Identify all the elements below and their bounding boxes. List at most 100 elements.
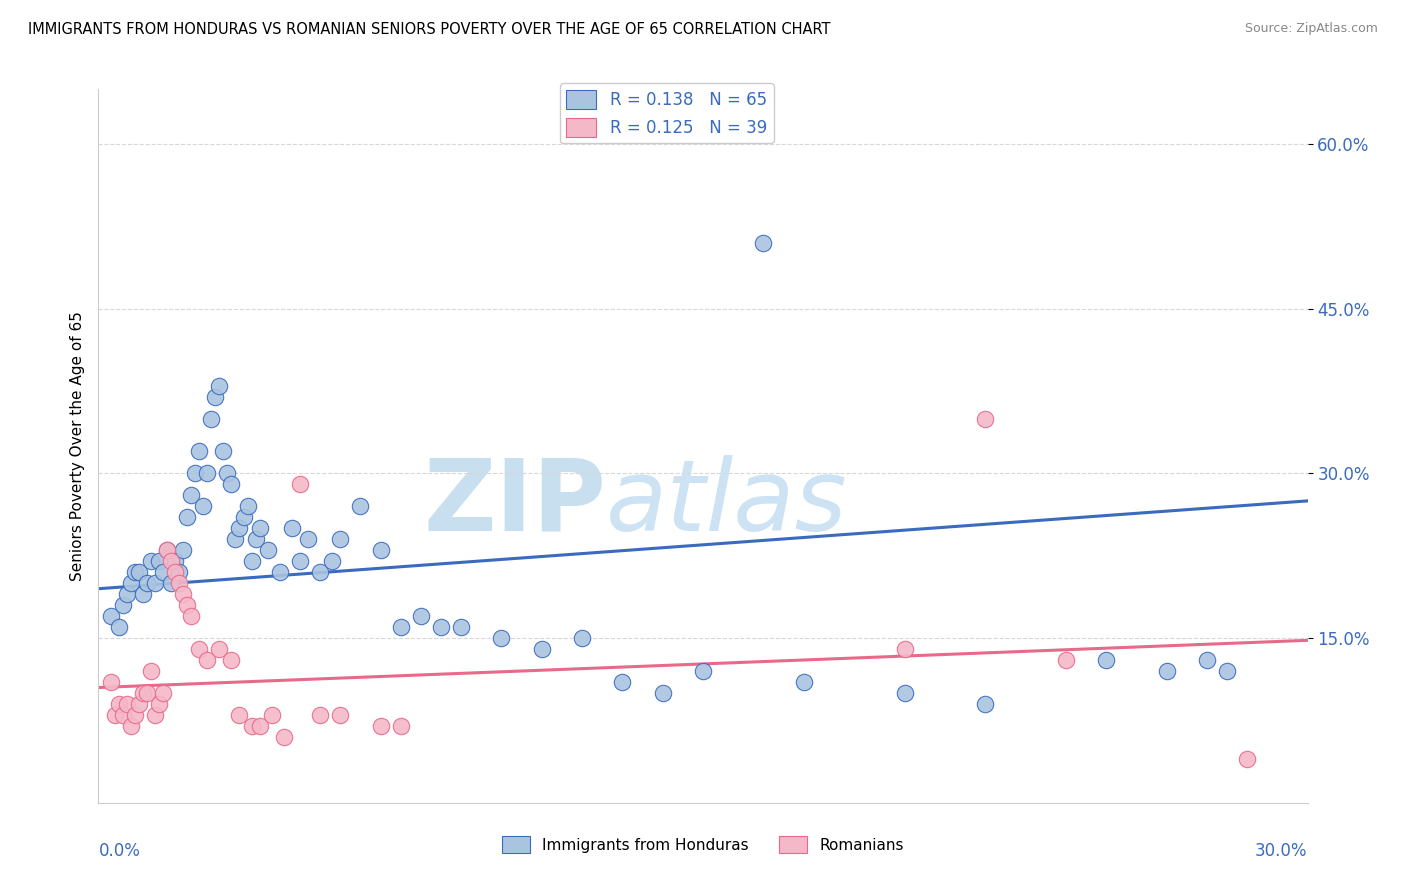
- Text: Source: ZipAtlas.com: Source: ZipAtlas.com: [1244, 22, 1378, 36]
- Point: [167, 566, 190, 580]
- Point: [249, 521, 271, 535]
- Point: [245, 533, 267, 547]
- Point: [120, 576, 142, 591]
- Legend: Immigrants from Honduras, Romanians: Immigrants from Honduras, Romanians: [496, 830, 910, 859]
- Point: [240, 719, 263, 733]
- Text: IMMIGRANTS FROM HONDURAS VS ROMANIAN SENIORS POVERTY OVER THE AGE OF 65 CORRELAT: IMMIGRANTS FROM HONDURAS VS ROMANIAN SEN…: [28, 22, 831, 37]
- Point: [188, 444, 211, 458]
- Point: [163, 554, 186, 568]
- Point: [893, 686, 915, 700]
- Point: [212, 444, 235, 458]
- Point: [974, 411, 997, 425]
- Point: [135, 576, 157, 591]
- Point: [103, 708, 125, 723]
- Point: [236, 500, 259, 514]
- Point: [176, 598, 198, 612]
- Point: [176, 510, 198, 524]
- Point: [249, 719, 271, 733]
- Point: [156, 543, 179, 558]
- Point: [139, 554, 162, 568]
- Point: [256, 543, 278, 558]
- Point: [135, 686, 157, 700]
- Point: [208, 642, 231, 657]
- Point: [288, 477, 311, 491]
- Point: [115, 587, 138, 601]
- Point: [217, 467, 239, 481]
- Point: [124, 708, 146, 723]
- Point: [232, 510, 254, 524]
- Point: [409, 609, 432, 624]
- Point: [148, 697, 170, 711]
- Point: [120, 719, 142, 733]
- Point: [389, 719, 412, 733]
- Point: [1156, 664, 1178, 678]
- Point: [329, 533, 352, 547]
- Text: 0.0%: 0.0%: [98, 842, 141, 860]
- Point: [571, 631, 593, 645]
- Point: [370, 543, 392, 558]
- Point: [132, 587, 155, 601]
- Point: [180, 488, 202, 502]
- Point: [349, 500, 371, 514]
- Point: [281, 521, 304, 535]
- Point: [389, 620, 412, 634]
- Point: [111, 708, 134, 723]
- Point: [180, 609, 202, 624]
- Point: [288, 554, 311, 568]
- Point: [115, 697, 138, 711]
- Point: [1054, 653, 1077, 667]
- Point: [124, 566, 146, 580]
- Point: [893, 642, 915, 657]
- Point: [148, 554, 170, 568]
- Point: [128, 697, 150, 711]
- Point: [128, 566, 150, 580]
- Point: [221, 477, 243, 491]
- Point: [100, 609, 122, 624]
- Point: [111, 598, 134, 612]
- Point: [221, 653, 243, 667]
- Point: [195, 653, 218, 667]
- Point: [1195, 653, 1218, 667]
- Point: [107, 620, 129, 634]
- Point: [195, 467, 218, 481]
- Point: [793, 675, 815, 690]
- Point: [132, 686, 155, 700]
- Point: [430, 620, 453, 634]
- Point: [297, 533, 319, 547]
- Point: [269, 566, 291, 580]
- Point: [240, 554, 263, 568]
- Point: [143, 576, 166, 591]
- Point: [273, 730, 295, 744]
- Point: [188, 642, 211, 657]
- Point: [228, 521, 250, 535]
- Point: [309, 566, 332, 580]
- Y-axis label: Seniors Poverty Over the Age of 65: Seniors Poverty Over the Age of 65: [69, 311, 84, 581]
- Point: [752, 235, 775, 250]
- Point: [1236, 752, 1258, 766]
- Point: [491, 631, 513, 645]
- Point: [143, 708, 166, 723]
- Point: [193, 500, 215, 514]
- Point: [329, 708, 352, 723]
- Point: [200, 411, 222, 425]
- Point: [152, 566, 174, 580]
- Point: [204, 390, 226, 404]
- Point: [309, 708, 332, 723]
- Point: [156, 543, 179, 558]
- Point: [107, 697, 129, 711]
- Point: [172, 587, 194, 601]
- Point: [450, 620, 472, 634]
- Point: [530, 642, 553, 657]
- Point: [1095, 653, 1118, 667]
- Point: [152, 686, 174, 700]
- Point: [370, 719, 392, 733]
- Point: [651, 686, 673, 700]
- Point: [228, 708, 250, 723]
- Text: ZIP: ZIP: [423, 455, 606, 551]
- Point: [172, 543, 194, 558]
- Text: 30.0%: 30.0%: [1256, 842, 1308, 860]
- Point: [208, 378, 231, 392]
- Point: [974, 697, 997, 711]
- Point: [321, 554, 343, 568]
- Point: [260, 708, 283, 723]
